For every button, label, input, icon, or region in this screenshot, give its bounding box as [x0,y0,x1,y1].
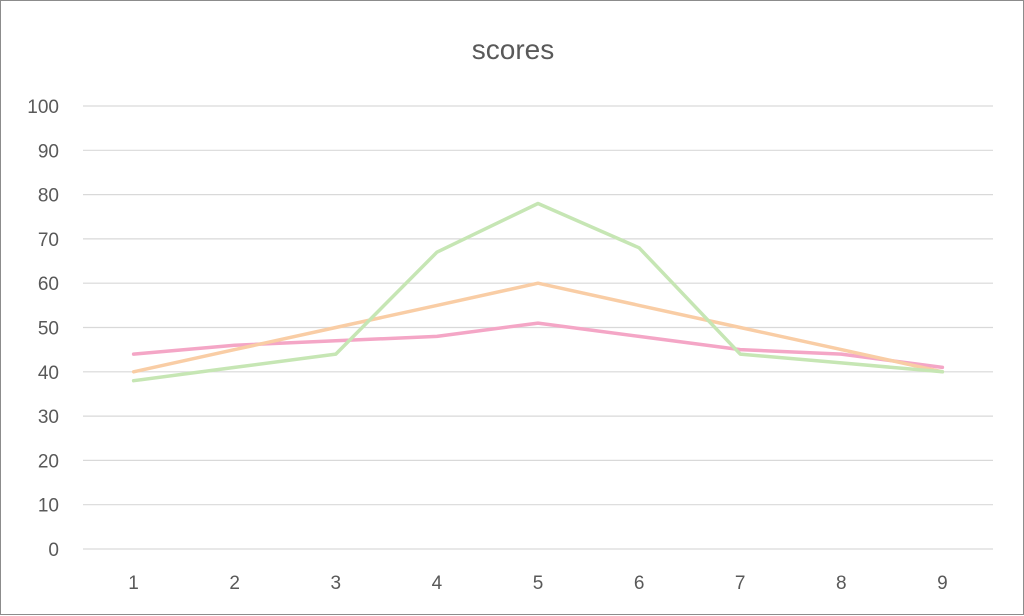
y-tick-label: 30 [38,407,59,428]
x-tick-label: 8 [836,573,847,594]
x-axis-ticks: 1 2 3 4 5 6 7 8 9 [128,573,947,594]
x-tick-label: 2 [229,573,240,594]
x-tick-label: 3 [330,573,341,594]
series-line-2 [131,281,945,374]
x-tick-label: 6 [634,573,645,594]
x-tick-label: 1 [128,573,139,594]
y-tick-label: 50 [38,319,59,340]
y-tick-label: 0 [48,540,59,561]
y-tick-label: 60 [38,274,59,295]
x-tick-label: 9 [937,573,948,594]
series-line-3 [131,201,945,383]
x-tick-label: 5 [533,573,544,594]
x-tick-label: 7 [735,573,746,594]
y-tick-label: 10 [38,496,59,517]
y-tick-label: 70 [38,230,59,251]
x-tick-label: 4 [432,573,443,594]
y-tick-label: 40 [38,363,59,384]
y-tick-label: 100 [27,97,59,118]
gridlines [83,105,993,550]
chart-title: scores [472,34,554,65]
y-tick-label: 80 [38,186,59,207]
y-tick-label: 90 [38,141,59,162]
y-axis-ticks: 0 10 20 30 40 50 60 70 80 90 100 [27,97,59,561]
series-lines [131,201,945,383]
y-tick-label: 20 [38,451,59,472]
